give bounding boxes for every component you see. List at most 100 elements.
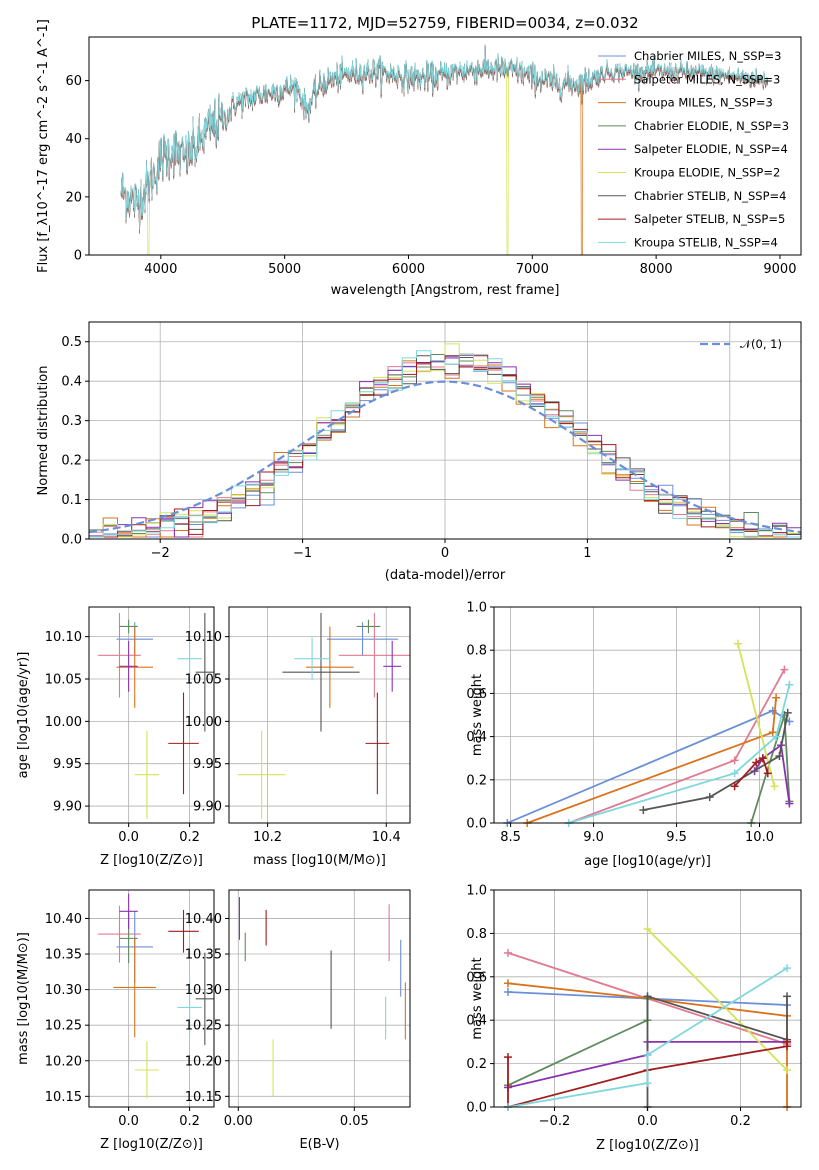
y-tick-label: 0.8 xyxy=(466,644,487,659)
x-tick-label: 0.05 xyxy=(340,1114,369,1129)
plot-frame xyxy=(88,36,802,256)
legend-label: Kroupa MILES, N_SSP=3 xyxy=(634,96,773,110)
legend-label: Kroupa STELIB, N_SSP=4 xyxy=(634,235,778,249)
y-tick-label: 0.6 xyxy=(466,970,487,985)
legend-label: Salpeter MILES, N_SSP=3 xyxy=(634,72,780,86)
histograms xyxy=(89,343,801,538)
spectrum-lines xyxy=(120,44,768,255)
y-tick-label: 10.20 xyxy=(185,1054,222,1069)
x-tick-label: 10.0 xyxy=(745,830,774,845)
x-tick-label: 7000 xyxy=(516,262,549,277)
x-axis-label: E(B-V) xyxy=(299,1137,339,1152)
x-axis-label: Z [log10(Z/Z⊙)] xyxy=(100,1137,203,1152)
y-tick-label: 0.2 xyxy=(61,454,82,469)
x-tick-label: 4000 xyxy=(144,262,177,277)
y-tick-label: 10.40 xyxy=(45,912,82,927)
y-tick-label: 10.20 xyxy=(45,1054,82,1069)
y-tick-label: 10.25 xyxy=(45,1019,82,1034)
legend-label: 𝒩(0, 1) xyxy=(740,337,782,351)
weight-line xyxy=(568,684,791,824)
panel-4-frame: 8.5 9.0 9.5 10.0 0.0 0.2 0.4 0.6 0.8 1.0 xyxy=(466,601,802,845)
panel-0-frame: 4000 5000 6000 7000 8000 9000 0 20 40 60 xyxy=(65,36,802,277)
errorbars xyxy=(238,897,406,1097)
y-tick-label: 10.00 xyxy=(45,715,82,730)
legend-label: Kroupa ELODIE, N_SSP=2 xyxy=(634,166,780,180)
plot-frame xyxy=(228,606,411,824)
x-tick-label: 8000 xyxy=(640,262,673,277)
x-tick-label: 0.2 xyxy=(179,830,200,845)
plot-frame xyxy=(88,889,215,1108)
x-tick-label: 0.00 xyxy=(224,1114,253,1129)
y-tick-label: 10.10 xyxy=(185,630,222,645)
y-tick-label: 10.15 xyxy=(185,1090,222,1105)
y-tick-label: 0 xyxy=(74,249,82,264)
panel-6-axes xyxy=(229,890,410,1107)
y-tick-label: 10.30 xyxy=(45,983,82,998)
y-tick-label: 0.2 xyxy=(466,1057,487,1072)
y-axis-label: mass weight xyxy=(470,957,485,1039)
x-tick-label: 1 xyxy=(583,546,591,561)
y-tick-label: 10.35 xyxy=(185,948,222,963)
x-tick-label: 8.5 xyxy=(500,830,521,845)
y-tick-label: 1.0 xyxy=(466,601,487,616)
x-tick-label: 6000 xyxy=(392,262,425,277)
y-tick-label: 10.15 xyxy=(45,1090,82,1105)
y-tick-label: 20 xyxy=(65,190,82,205)
spectrum-line xyxy=(120,44,768,231)
weight-line xyxy=(753,743,791,804)
legend-label: Chabrier STELIB, N_SSP=4 xyxy=(634,189,786,203)
gaussian-curve xyxy=(89,380,801,534)
panel-3-axes xyxy=(229,607,410,823)
y-tick-label: 10.10 xyxy=(45,630,82,645)
weight-line xyxy=(507,967,788,1108)
chart-title: PLATE=1172, MJD=52759, FIBERID=0034, z=0… xyxy=(251,14,638,32)
legend-label: Salpeter ELODIE, N_SSP=4 xyxy=(634,142,788,156)
y-tick-label: 10.25 xyxy=(185,1019,222,1034)
weight-lines xyxy=(503,639,794,827)
y-tick-label: 9.90 xyxy=(53,800,82,815)
y-tick-label: 9.95 xyxy=(53,757,82,772)
panel-4-axes xyxy=(494,606,801,824)
y-tick-label: 0.4 xyxy=(61,375,82,390)
y-tick-label: 10.40 xyxy=(185,912,222,927)
x-tick-label: 0.0 xyxy=(118,1114,139,1129)
weight-line xyxy=(643,712,789,811)
x-tick-label: 0.2 xyxy=(179,1114,200,1129)
plot-frame xyxy=(228,889,411,1108)
x-tick-label: 0.2 xyxy=(730,1114,751,1129)
panel-2-axes xyxy=(89,607,214,823)
legend-label: Chabrier ELODIE, N_SSP=3 xyxy=(634,119,789,133)
x-tick-label: 0.0 xyxy=(637,1114,658,1129)
x-tick-label: 0 xyxy=(441,546,449,561)
x-tick-label: −1 xyxy=(293,546,312,561)
panel-5-frame: 0.0 0.2 10.15 10.20 10.25 10.30 10.35 10.40 xyxy=(45,889,215,1129)
errorbars xyxy=(98,893,214,1099)
y-tick-label: 10.00 xyxy=(185,715,222,730)
y-tick-label: 10.05 xyxy=(185,673,222,688)
x-axis-label: mass [log10(M/M⊙)] xyxy=(253,853,386,868)
x-tick-label: 9000 xyxy=(763,262,796,277)
y-axis-label: age [log10(age/yr)] xyxy=(16,652,31,779)
panel-7-frame: −0.2 0.0 0.2 0.0 0.2 0.4 0.6 0.8 1.0 xyxy=(466,884,802,1129)
panel-6-frame: 0.00 0.05 10.15 10.20 10.25 10.30 10.35 10.40 xyxy=(185,889,411,1129)
y-tick-label: 9.95 xyxy=(193,757,222,772)
y-axis-label: Normed distribution xyxy=(36,366,51,496)
weight-line xyxy=(506,709,790,824)
y-axis-label: mass weight xyxy=(470,674,485,756)
x-tick-label: 0.0 xyxy=(118,830,139,845)
y-tick-label: 0.2 xyxy=(466,773,487,788)
y-tick-label: 9.90 xyxy=(193,800,222,815)
weight-line xyxy=(733,756,769,787)
weight-line xyxy=(526,697,777,824)
y-tick-label: 0.4 xyxy=(466,730,487,745)
legend-label: Salpeter STELIB, N_SSP=5 xyxy=(634,212,785,226)
x-axis-label: age [log10(age/yr)] xyxy=(584,854,711,869)
errorbars xyxy=(237,612,410,819)
y-tick-label: 0.0 xyxy=(466,817,487,832)
x-tick-label: 9.5 xyxy=(666,830,687,845)
panel-1-frame: −2 −1 0 1 2 0.0 0.1 0.2 0.3 0.4 0.5 xyxy=(61,321,802,561)
legend-label: Chabrier MILES, N_SSP=3 xyxy=(634,49,781,63)
y-axis-label: Flux [f_λ10^-17 erg cm^-2 s^-1 A^-1] xyxy=(36,19,51,273)
x-tick-label: 9.0 xyxy=(583,830,604,845)
y-tick-label: 10.05 xyxy=(45,673,82,688)
